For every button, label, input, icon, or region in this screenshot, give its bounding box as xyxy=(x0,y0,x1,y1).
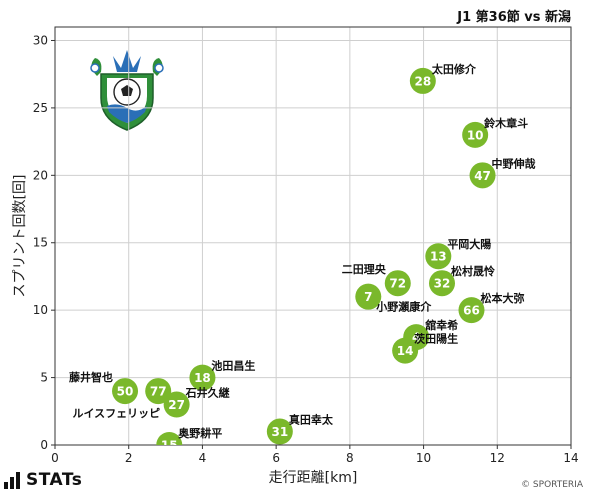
player-number: 27 xyxy=(168,398,185,412)
player-name-label: 小野瀬康介 xyxy=(375,300,432,314)
x-tick-label: 2 xyxy=(125,451,133,465)
player-point xyxy=(355,283,382,310)
bars-logo-icon xyxy=(4,471,22,489)
player-point xyxy=(458,297,485,324)
x-tick-label: 0 xyxy=(51,451,59,465)
player-point xyxy=(429,270,455,297)
player-point xyxy=(462,121,489,148)
player-name-label: 鈴木章斗 xyxy=(484,116,528,130)
player-name-label: 松村晟怜 xyxy=(451,264,495,278)
player-point xyxy=(469,162,496,189)
player-number: 66 xyxy=(463,304,480,318)
x-tick-label: 8 xyxy=(346,451,354,465)
player-point xyxy=(112,378,139,405)
player-number: 77 xyxy=(150,385,167,399)
player-name-label: 真田幸太 xyxy=(289,413,334,427)
y-tick-label: 20 xyxy=(33,168,48,182)
player-point xyxy=(266,418,293,445)
player-name-label: 奥野耕平 xyxy=(177,426,222,440)
player-name-label: 池田昌生 xyxy=(211,359,255,373)
y-tick-label: 5 xyxy=(40,371,48,385)
player-point xyxy=(189,364,216,391)
player-name-label: 平岡大陽 xyxy=(447,237,491,251)
copyright: © SPORTERIA xyxy=(521,480,583,490)
player-point xyxy=(145,378,172,405)
player-point xyxy=(392,337,419,364)
x-tick-label: 14 xyxy=(563,451,578,465)
y-tick-label: 0 xyxy=(40,438,48,452)
x-tick-label: 4 xyxy=(199,451,207,465)
player-number: 47 xyxy=(474,169,491,183)
player-point xyxy=(156,432,183,445)
player-number: 32 xyxy=(434,277,451,291)
player-point xyxy=(409,67,436,94)
player-name-label: 舘幸希 xyxy=(424,318,458,332)
x-tick-label: 12 xyxy=(490,451,505,465)
player-number: 13 xyxy=(430,250,447,264)
player-number: 7 xyxy=(364,290,372,304)
player-name-label: 中野伸哉 xyxy=(492,156,536,170)
player-point xyxy=(163,391,190,418)
plot-frame xyxy=(54,26,572,446)
player-number: 72 xyxy=(389,277,406,291)
player-number: 28 xyxy=(414,74,431,88)
player-number: 15 xyxy=(161,439,178,453)
player-point xyxy=(425,243,452,270)
x-tick-label: 10 xyxy=(416,451,431,465)
player-number: 10 xyxy=(467,128,484,142)
player-name-label: 松本大弥 xyxy=(480,291,524,305)
player-point xyxy=(384,270,411,297)
player-number: 50 xyxy=(117,385,134,399)
x-axis-label: 走行距離[km] xyxy=(269,469,358,486)
y-tick-label: 30 xyxy=(33,33,48,47)
x-tick-label: 6 xyxy=(272,451,280,465)
player-name-label: 二田理央 xyxy=(342,262,387,276)
y-tick-label: 25 xyxy=(33,101,48,115)
y-tick-label: 10 xyxy=(33,303,48,317)
player-name-label: 石井久継 xyxy=(185,386,230,400)
y-tick-label: 15 xyxy=(33,236,48,250)
player-number: 4 xyxy=(412,331,420,345)
page-title: J1 第36節 vs 新潟 xyxy=(457,10,571,25)
player-number: 31 xyxy=(271,425,288,439)
brand-name: STATs xyxy=(26,470,83,490)
stats-logo: STATs xyxy=(4,470,82,490)
x-axis: 0 2 4 6 8 10 12 14 xyxy=(51,445,579,465)
player-name-label: ルイスフェリッピ xyxy=(73,407,161,420)
team-crest-icon xyxy=(90,50,164,131)
player-name-label: 藤井智也 xyxy=(69,370,113,384)
player-name-label: 太田修介 xyxy=(431,62,477,76)
y-axis: 0 5 10 15 20 25 30 xyxy=(33,33,55,452)
player-number: 14 xyxy=(397,344,414,358)
player-name-label: 茨田陽生 xyxy=(414,332,458,346)
y-axis-label: スプリント回数[回] xyxy=(12,175,28,298)
player-number: 18 xyxy=(194,371,211,385)
